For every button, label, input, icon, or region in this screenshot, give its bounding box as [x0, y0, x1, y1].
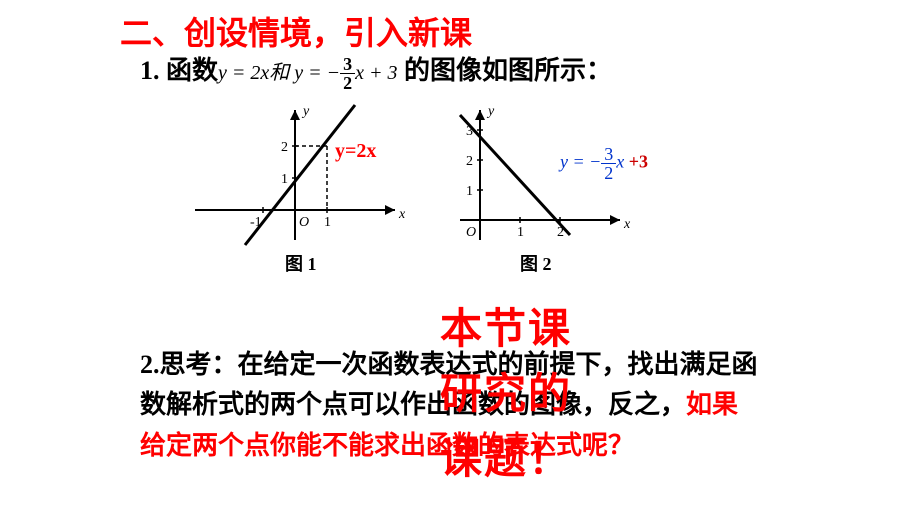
- fig2-ytick-2: 2: [466, 154, 473, 169]
- fig1-x-axis: x: [398, 207, 406, 222]
- fig2-y-axis: y: [486, 104, 495, 119]
- fig1-origin: O: [299, 215, 309, 230]
- fig2-eq-plus3: +3: [629, 152, 648, 172]
- fig1-y-axis: y: [301, 104, 310, 119]
- fig2-origin: O: [466, 225, 476, 240]
- fig2-eq-label: y = −32x +3: [560, 145, 648, 182]
- p1-and: 和: [269, 62, 294, 84]
- fig2-frac-num: 3: [601, 145, 616, 164]
- fig2-xtick-2: 2: [557, 225, 564, 240]
- p1-eq2a: y = −: [294, 62, 340, 84]
- fig2-frac: 32: [601, 145, 616, 182]
- p1-frac-den: 2: [340, 74, 355, 92]
- problem-1: 1. 函数y = 2x和 y = −32x + 3 的图像如图所示：: [140, 50, 612, 92]
- fig1-xtick-neg1: -1: [250, 215, 262, 230]
- fig2-caption: 图 2: [520, 250, 552, 276]
- overlay-line2: 研究的: [440, 360, 572, 421]
- p1-frac: 32: [340, 55, 355, 92]
- fig2-eq-mid: x: [616, 152, 629, 172]
- fig2-x-axis: x: [623, 217, 631, 232]
- fig2-eq-pre: y = −: [560, 152, 601, 172]
- fig1-xtick-1: 1: [324, 215, 331, 230]
- p1-suffix: 的图像如图所示：: [398, 56, 613, 85]
- figure-2: 1 2 1 2 3 O x y y = −32x +3 图 2: [440, 100, 700, 270]
- p1-eq1: y = 2x: [218, 62, 269, 84]
- fig1-ytick-1: 1: [281, 172, 288, 187]
- fig2-ytick-1: 1: [466, 184, 473, 199]
- overlay-line1: 本节课: [440, 295, 572, 356]
- p1-prefix: 1. 函数: [140, 56, 218, 85]
- overlay-line3: 课题！: [440, 425, 572, 486]
- figure-1: -1 1 1 2 O x y y=2x 图 1: [185, 100, 415, 270]
- section-title: 二、创设情境，引入新课: [120, 8, 472, 54]
- p1-eq2b: x + 3: [355, 62, 397, 84]
- fig1-caption: 图 1: [285, 250, 317, 276]
- fig1-ytick-2: 2: [281, 140, 288, 155]
- fig2-frac-den: 2: [601, 164, 616, 182]
- fig1-eq-label: y=2x: [335, 140, 376, 163]
- fig2-ytick-3: 3: [466, 124, 473, 139]
- p1-frac-num: 3: [340, 55, 355, 74]
- figure-1-svg: -1 1 1 2 O x y: [185, 100, 415, 250]
- fig2-xtick-1: 1: [517, 225, 524, 240]
